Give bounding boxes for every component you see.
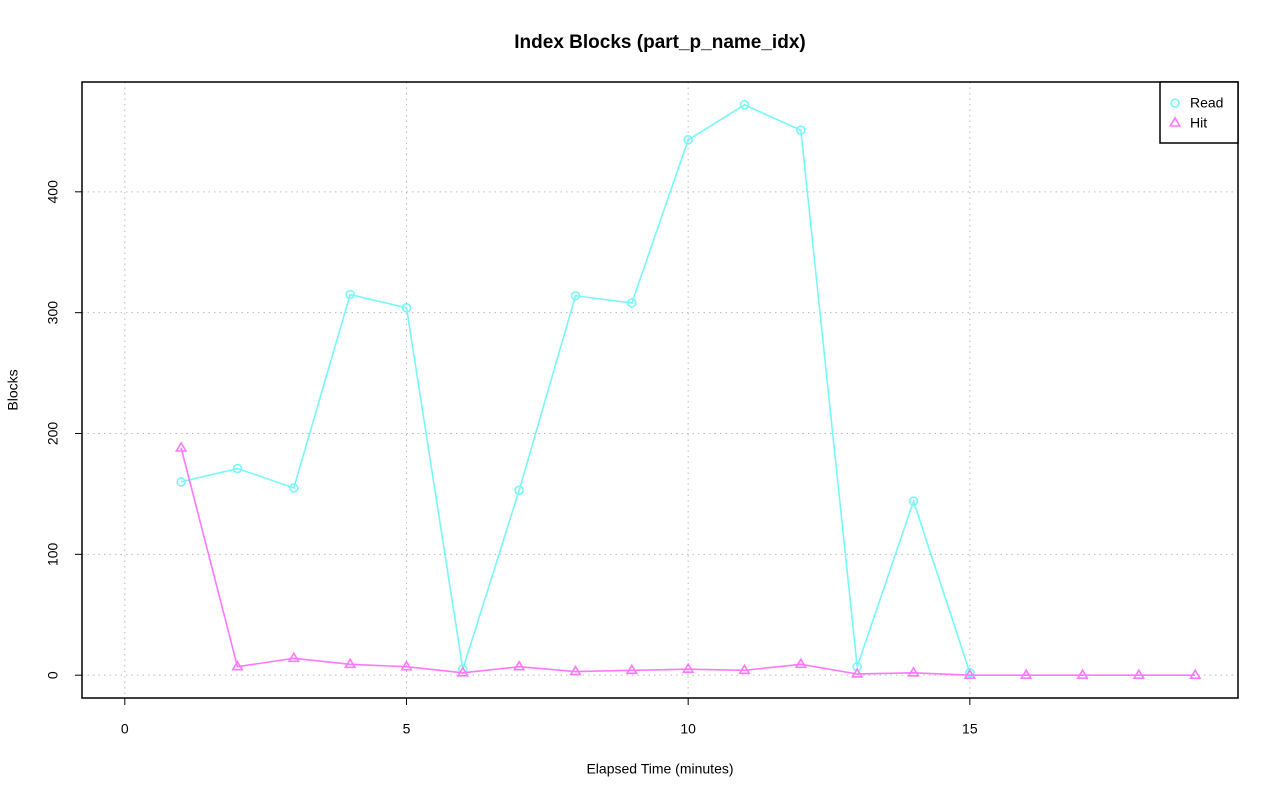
point bbox=[625, 663, 638, 675]
x-tick-label: 10 bbox=[680, 721, 696, 737]
point bbox=[569, 664, 582, 676]
y-tick-label: 200 bbox=[45, 422, 61, 446]
point bbox=[1020, 668, 1033, 679]
point bbox=[1132, 668, 1146, 679]
legend-marker bbox=[1170, 98, 1180, 108]
point bbox=[739, 100, 750, 110]
legend-label: Read bbox=[1190, 95, 1223, 111]
x-tick-label: 15 bbox=[962, 721, 978, 737]
legend-label: Hit bbox=[1190, 115, 1207, 131]
point bbox=[176, 477, 186, 487]
x-tick-label: 5 bbox=[403, 721, 411, 737]
point bbox=[231, 660, 244, 671]
y-tick-label: 100 bbox=[45, 542, 61, 566]
point bbox=[908, 496, 919, 506]
point bbox=[344, 657, 357, 669]
point bbox=[851, 667, 864, 678]
legend-marker bbox=[1168, 116, 1182, 127]
chart-title: Index Blocks (part_p_name_idx) bbox=[514, 32, 805, 53]
point bbox=[513, 660, 526, 671]
series-line bbox=[180, 103, 971, 674]
point bbox=[963, 668, 976, 679]
point bbox=[289, 483, 299, 493]
y-tick-label: 300 bbox=[45, 301, 61, 325]
point bbox=[1076, 668, 1089, 679]
point bbox=[232, 463, 243, 474]
plot-frame bbox=[81, 81, 1239, 699]
point bbox=[682, 662, 695, 673]
point bbox=[852, 661, 862, 672]
series-line bbox=[180, 447, 1196, 676]
x-axis-label: Elapsed Time (minutes) bbox=[586, 761, 733, 777]
y-tick-label: 400 bbox=[45, 180, 61, 204]
legend-box bbox=[1159, 81, 1239, 144]
point bbox=[907, 666, 920, 677]
point bbox=[401, 303, 412, 313]
point bbox=[794, 657, 807, 669]
point bbox=[287, 651, 300, 663]
y-tick-label: 0 bbox=[45, 671, 61, 679]
point bbox=[796, 125, 806, 135]
point bbox=[1189, 668, 1202, 679]
point bbox=[570, 290, 581, 301]
point bbox=[174, 441, 188, 452]
x-tick-label: 0 bbox=[121, 721, 129, 737]
point bbox=[738, 663, 751, 675]
point bbox=[456, 666, 469, 677]
point bbox=[514, 485, 524, 496]
point bbox=[683, 135, 693, 145]
y-axis-label: Blocks bbox=[5, 369, 21, 410]
point bbox=[627, 298, 637, 308]
point bbox=[400, 660, 413, 671]
point bbox=[345, 289, 355, 300]
